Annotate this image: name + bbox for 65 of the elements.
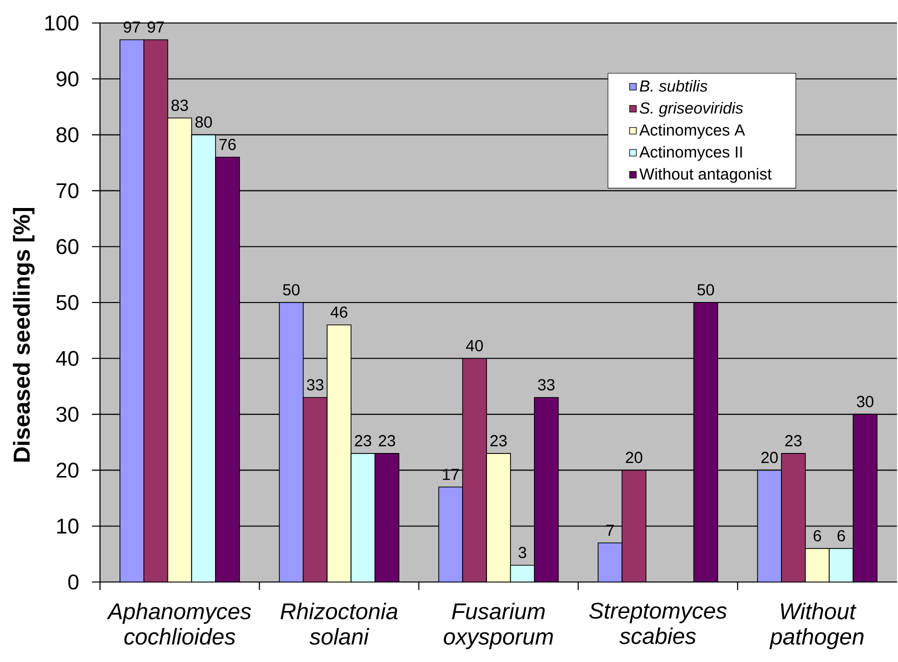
x-tick-label: Aphanomyces cochlioides bbox=[106, 602, 252, 645]
y-axis-title: Diseased seedlings [%] bbox=[12, 208, 35, 462]
bar bbox=[462, 358, 487, 582]
data-label: 50 bbox=[283, 284, 300, 296]
y-tick-label: 40 bbox=[56, 350, 78, 366]
bar bbox=[438, 486, 463, 582]
data-label: 76 bbox=[219, 138, 236, 150]
bar bbox=[694, 302, 718, 582]
bar bbox=[168, 118, 192, 582]
y-tick-label: 70 bbox=[56, 183, 78, 198]
y-tick-label: 10 bbox=[57, 518, 78, 534]
bar bbox=[622, 470, 646, 582]
data-label: 30 bbox=[856, 396, 874, 408]
bar bbox=[327, 324, 352, 582]
data-label: 6 bbox=[814, 530, 822, 542]
bar bbox=[192, 134, 216, 582]
data-label: 23 bbox=[785, 435, 802, 446]
data-label: 50 bbox=[697, 284, 714, 296]
bar bbox=[804, 548, 830, 582]
y-tick-label: 30 bbox=[56, 406, 78, 422]
y-tick-label: 60 bbox=[56, 239, 78, 254]
data-label: 20 bbox=[626, 452, 642, 464]
x-tick-label: Streptomyces scabies bbox=[589, 602, 727, 644]
bar bbox=[216, 157, 240, 582]
y-tick-label: 50 bbox=[56, 294, 78, 310]
bar bbox=[781, 453, 806, 582]
y-tick-label: 20 bbox=[56, 462, 78, 478]
legend-label: S. griseoviridis bbox=[640, 102, 743, 117]
legend-label: B. subtilis bbox=[640, 80, 708, 92]
bar bbox=[852, 414, 878, 582]
y-tick-label: 90 bbox=[56, 71, 78, 86]
bar bbox=[144, 40, 168, 582]
bar bbox=[828, 548, 854, 582]
bar bbox=[351, 453, 375, 582]
x-tick-label: Rhizoctonia solani bbox=[280, 602, 398, 645]
bar bbox=[486, 453, 510, 582]
x-tick-label: Without pathogen bbox=[769, 602, 864, 650]
bar bbox=[279, 302, 304, 582]
data-label: 20 bbox=[761, 452, 778, 464]
bar bbox=[598, 542, 622, 582]
bar bbox=[757, 470, 782, 582]
legend-label: Actinomyces II bbox=[639, 146, 742, 161]
data-label: 33 bbox=[306, 379, 324, 390]
y-tick-label: 80 bbox=[56, 127, 78, 142]
y-tick-label: 0 bbox=[68, 574, 78, 590]
data-label: 23 bbox=[490, 435, 507, 446]
y-tick-label: 100 bbox=[45, 15, 78, 31]
data-label: 40 bbox=[466, 340, 483, 352]
data-label: 7 bbox=[606, 524, 614, 536]
data-label: 3 bbox=[518, 546, 526, 558]
bar bbox=[120, 40, 144, 582]
bar bbox=[510, 565, 534, 582]
data-label: 46 bbox=[330, 306, 348, 318]
data-label: 23 bbox=[378, 435, 396, 446]
data-label: 23 bbox=[354, 435, 372, 446]
legend-label: Without antagonist bbox=[639, 168, 772, 183]
data-label: 80 bbox=[195, 116, 212, 128]
data-label: 83 bbox=[172, 100, 188, 111]
bar bbox=[534, 398, 558, 582]
legend-label: Actinomyces A bbox=[639, 124, 746, 139]
x-tick-label: Fusarium oxysporum bbox=[444, 602, 553, 650]
bar bbox=[374, 453, 399, 582]
data-label: 33 bbox=[538, 379, 555, 390]
data-label: 6 bbox=[838, 530, 845, 542]
bar bbox=[303, 398, 328, 582]
